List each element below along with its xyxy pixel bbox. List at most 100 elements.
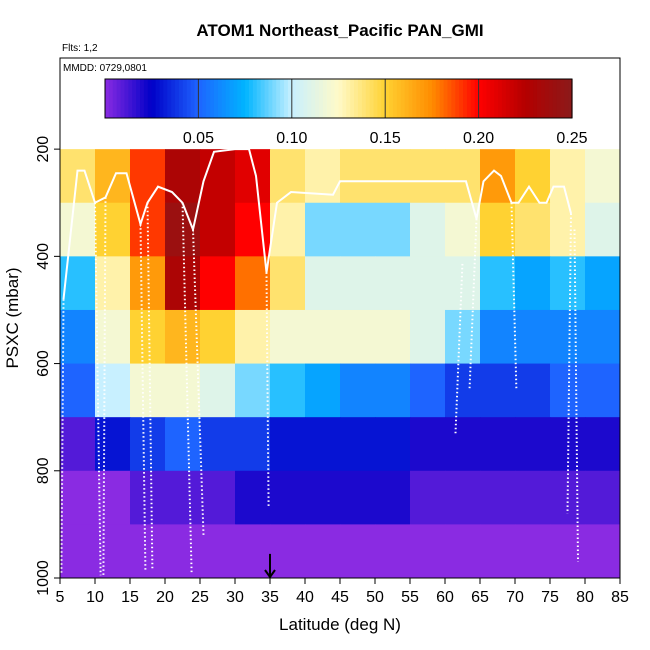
colorbar: 0.05 0.10 0.15 0.20 0.25 bbox=[104, 78, 588, 147]
heatmap-cell bbox=[585, 149, 621, 204]
colorbar-swatch bbox=[120, 79, 126, 118]
colorbar-swatch bbox=[533, 79, 538, 118]
heatmap-cell bbox=[60, 363, 96, 418]
flight-track-profile bbox=[573, 229, 579, 562]
heatmap-cell bbox=[480, 149, 516, 204]
colorbar-swatch bbox=[470, 79, 476, 118]
colorbar-swatch bbox=[268, 79, 273, 118]
colorbar-swatch bbox=[241, 79, 246, 118]
heatmap-cell bbox=[235, 309, 271, 365]
heatmap-cell bbox=[305, 470, 341, 525]
colorbar-swatch bbox=[217, 79, 223, 118]
heatmap-cell bbox=[340, 417, 376, 472]
colorbar-swatch bbox=[132, 79, 137, 118]
colorbar-swatch bbox=[256, 79, 262, 118]
colorbar-swatch bbox=[108, 79, 114, 118]
colorbar-swatch bbox=[552, 79, 558, 118]
x-tick-label: 10 bbox=[86, 589, 104, 606]
heatmap-cell bbox=[480, 202, 516, 257]
y-axis: 200 400 600 800 1000 bbox=[35, 136, 60, 596]
heatmap-cell bbox=[515, 417, 551, 472]
heatmap-cell bbox=[375, 524, 411, 579]
heatmap-cell bbox=[60, 309, 96, 365]
heatmap-cell bbox=[165, 256, 201, 311]
heatmap-cell bbox=[305, 309, 341, 365]
colorbar-tick-label: 0.15 bbox=[370, 130, 401, 147]
colorbar-swatch bbox=[544, 79, 550, 118]
colorbar-swatch bbox=[182, 79, 188, 118]
colorbar-swatch bbox=[478, 79, 484, 118]
heatmap-cell bbox=[305, 256, 341, 311]
colorbar-swatch bbox=[435, 79, 441, 118]
heatmap-cell bbox=[585, 470, 621, 525]
flight-track-profile bbox=[181, 202, 193, 573]
colorbar-swatch bbox=[178, 79, 184, 118]
colorbar-swatch bbox=[564, 79, 569, 118]
colorbar-swatch bbox=[237, 79, 242, 118]
colorbar-swatch bbox=[463, 79, 468, 118]
colorbar-swatch bbox=[381, 79, 386, 118]
colorbar-swatch bbox=[210, 79, 215, 118]
heatmap-cell bbox=[410, 417, 446, 472]
heatmap-cell bbox=[165, 309, 201, 365]
heatmap-cell bbox=[410, 256, 446, 311]
flight-track-profile bbox=[454, 261, 464, 434]
colorbar-swatch bbox=[202, 79, 207, 118]
colorbar-swatch bbox=[128, 79, 133, 118]
heatmap-cell bbox=[200, 417, 236, 472]
colorbar-swatch bbox=[560, 79, 565, 118]
flight-track-profile bbox=[468, 218, 478, 391]
heatmap-cell bbox=[515, 309, 551, 365]
heatmap-cell bbox=[340, 470, 376, 525]
flight-track-profile bbox=[265, 272, 270, 509]
y-tick-label: 200 bbox=[35, 136, 52, 163]
x-tick-label: 15 bbox=[121, 589, 139, 606]
colorbar-swatch bbox=[424, 79, 429, 118]
colorbar-swatch bbox=[428, 79, 433, 118]
flight-track bbox=[60, 148, 579, 576]
colorbar-swatch bbox=[112, 79, 118, 118]
heatmap-cell bbox=[515, 470, 551, 525]
colorbar-swatch bbox=[322, 79, 328, 118]
x-tick-label: 40 bbox=[296, 589, 314, 606]
colorbar-swatch bbox=[408, 79, 414, 118]
colorbar-swatch bbox=[466, 79, 472, 118]
heatmap-cell bbox=[550, 363, 586, 418]
heatmap-cell bbox=[480, 470, 516, 525]
heatmap-cell bbox=[585, 363, 621, 418]
heatmap-cell bbox=[305, 524, 341, 579]
arrow-head bbox=[264, 569, 276, 579]
flight-track-profile bbox=[146, 202, 154, 570]
x-axis-label: Latitude (deg N) bbox=[279, 615, 401, 634]
heatmap-cell bbox=[200, 202, 236, 257]
x-tick-label: 85 bbox=[611, 589, 629, 606]
colorbar-swatch bbox=[361, 79, 367, 118]
heatmap-cell bbox=[585, 309, 621, 365]
x-tick-label: 50 bbox=[366, 589, 384, 606]
colorbar-swatch bbox=[311, 79, 316, 118]
colorbar-swatch bbox=[171, 79, 176, 118]
colorbar-swatch bbox=[568, 79, 573, 118]
heatmap-cell bbox=[270, 524, 306, 579]
colorbar-swatch bbox=[159, 79, 164, 118]
heatmap-cell bbox=[165, 470, 201, 525]
colorbar-swatch bbox=[447, 79, 452, 118]
colorbar-swatch bbox=[505, 79, 511, 118]
heatmap-cell bbox=[95, 363, 131, 418]
flight-track-profile bbox=[510, 202, 518, 391]
colorbar-swatch bbox=[260, 79, 266, 118]
heatmap-cell bbox=[235, 470, 271, 525]
colorbar-swatch bbox=[513, 79, 519, 118]
y-tick-label: 800 bbox=[35, 457, 52, 484]
colorbar-swatch bbox=[474, 79, 480, 118]
colorbar-swatch bbox=[225, 79, 231, 118]
colorbar-swatch bbox=[229, 79, 235, 118]
colorbar-swatch bbox=[486, 79, 491, 118]
heatmap-cell bbox=[550, 256, 586, 311]
heatmap-cell bbox=[235, 149, 271, 204]
colorbar-frame bbox=[104, 78, 573, 119]
heatmap-cell bbox=[410, 149, 446, 204]
colorbar-swatch bbox=[124, 79, 129, 118]
heatmap-cell bbox=[200, 363, 236, 418]
